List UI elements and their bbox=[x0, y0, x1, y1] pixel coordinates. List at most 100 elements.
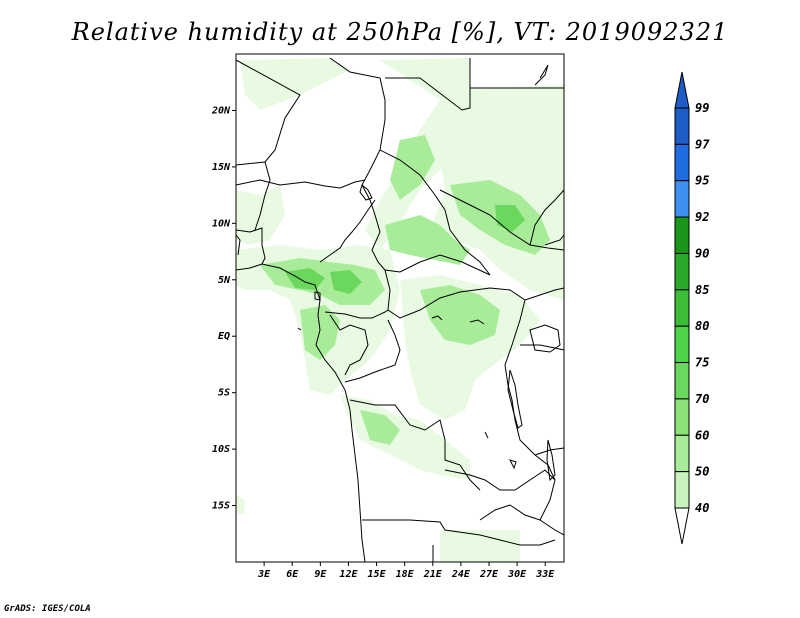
border-burkina bbox=[254, 161, 271, 231]
border-chad-sudan bbox=[379, 149, 491, 276]
border-west-coast bbox=[236, 227, 266, 265]
colorbar-label: 97 bbox=[695, 137, 710, 151]
longitude-axis: 3E 6E 9E 12E 15E 18E 21E 24E 27E 30E 33E bbox=[257, 562, 555, 580]
lat-tick-label: 5S bbox=[218, 388, 230, 399]
humidity-core-sahel bbox=[390, 135, 435, 200]
humidity-core-angola bbox=[360, 410, 400, 445]
lat-tick-label: 15S bbox=[212, 501, 230, 512]
colorbar-segment bbox=[674, 107, 690, 145]
border-cameroon-congo bbox=[324, 309, 389, 319]
lake-small-1 bbox=[431, 315, 443, 321]
colorbar-segment bbox=[674, 325, 690, 364]
map-title: Relative humidity at 250hPa [%], VT: 201… bbox=[71, 18, 729, 46]
latitude-axis: 20N 15N 10N 5N EQ 5S 10S 15S bbox=[211, 105, 236, 512]
border-nigeria-cameroon bbox=[319, 199, 376, 263]
humidity-field bbox=[236, 58, 564, 562]
colorbar-label: 90 bbox=[695, 246, 709, 260]
border-angola-namibia bbox=[362, 519, 481, 536]
colorbar-segment bbox=[674, 471, 690, 509]
colorbar-label: 99 bbox=[695, 101, 709, 115]
humidity-region-south bbox=[440, 530, 520, 562]
humidity-core-car bbox=[385, 215, 470, 265]
colorbar-label: 75 bbox=[695, 356, 709, 370]
border-congo-drc bbox=[344, 319, 401, 383]
border-niger-algeria bbox=[236, 59, 301, 166]
lon-tick-label: 3E bbox=[257, 569, 271, 580]
colorbar-min-arrow bbox=[674, 507, 690, 545]
border-zambia bbox=[444, 469, 556, 521]
humidity-core-gabon bbox=[300, 305, 340, 360]
lake-malawi bbox=[546, 439, 556, 482]
colorbar-segment bbox=[674, 180, 690, 218]
border-car-drc bbox=[384, 269, 526, 319]
border-drc-east bbox=[504, 299, 556, 481]
lake-small-2 bbox=[469, 319, 485, 325]
lake-victoria bbox=[529, 324, 561, 353]
lon-tick-label: 21E bbox=[423, 569, 443, 580]
colorbar: 99 97 95 92 90 85 80 75 70 60 50 40 bbox=[674, 71, 710, 545]
colorbar-label: 92 bbox=[695, 210, 709, 224]
colorbar-label: 85 bbox=[695, 283, 709, 297]
colorbar-segment bbox=[674, 289, 690, 327]
border-mozambique bbox=[539, 519, 564, 536]
colorbar-segment bbox=[674, 143, 690, 182]
colorbar-label: 80 bbox=[695, 319, 709, 333]
colorbar-label: 60 bbox=[695, 428, 709, 442]
red-sea-coast bbox=[534, 64, 549, 86]
border-ethiopia bbox=[529, 189, 564, 246]
lon-tick-label: 27E bbox=[479, 569, 499, 580]
lon-tick-label: 12E bbox=[339, 569, 358, 580]
colorbar-label: 70 bbox=[695, 392, 709, 406]
island-bioko bbox=[314, 291, 321, 301]
border-tanzania-south bbox=[534, 447, 564, 456]
coastline-west-africa bbox=[236, 263, 366, 562]
colorbar-segment bbox=[674, 434, 690, 473]
lon-tick-label: 6E bbox=[286, 569, 299, 580]
lat-tick-label: EQ bbox=[218, 331, 230, 342]
humidity-peak-car bbox=[330, 270, 362, 294]
humidity-core-cameroon bbox=[260, 258, 385, 305]
lake-chad bbox=[359, 184, 373, 201]
colorbar-max-arrow bbox=[674, 71, 690, 109]
lat-tick-label: 15N bbox=[212, 162, 231, 173]
colorbar-label: 50 bbox=[695, 465, 709, 479]
colorbar-segment bbox=[674, 398, 690, 436]
border-tanzania bbox=[520, 344, 564, 351]
lon-tick-label: 15E bbox=[368, 569, 387, 580]
border-sudan-ss bbox=[439, 189, 564, 251]
border-niger-nigeria bbox=[236, 179, 366, 189]
lon-tick-label: 30E bbox=[507, 569, 527, 580]
colorbar-segment bbox=[674, 362, 690, 400]
lat-tick-label: 10N bbox=[212, 218, 231, 229]
colorbar-label: 40 bbox=[695, 501, 709, 515]
colorbar-label: 95 bbox=[695, 174, 709, 188]
island-sao-tome bbox=[297, 327, 302, 331]
humidity-core-drc bbox=[420, 285, 500, 345]
humidity-region-north bbox=[240, 58, 350, 110]
lake-small-3 bbox=[509, 459, 517, 470]
lake-small-4 bbox=[484, 431, 489, 439]
colorbar-segment bbox=[674, 252, 690, 291]
lon-tick-label: 33E bbox=[535, 569, 555, 580]
border-gabon-congo bbox=[329, 314, 369, 376]
lat-tick-label: 10S bbox=[212, 444, 230, 455]
border-drc-angola bbox=[349, 399, 481, 491]
country-borders bbox=[236, 57, 564, 562]
lat-tick-label: 5N bbox=[218, 275, 231, 286]
lat-tick-label: 20N bbox=[211, 105, 231, 116]
humidity-region-coast bbox=[236, 495, 245, 515]
map-frame bbox=[235, 53, 565, 563]
border-egypt-sudan bbox=[385, 58, 471, 111]
lon-tick-label: 9E bbox=[314, 569, 327, 580]
lake-tanganyika bbox=[507, 369, 523, 429]
grads-credit: GrADS: IGES/COLA bbox=[4, 604, 91, 614]
colorbar-segment bbox=[674, 216, 690, 254]
border-east bbox=[544, 234, 564, 246]
lon-tick-label: 24E bbox=[451, 569, 471, 580]
border-zimbabwe bbox=[479, 534, 556, 546]
border-kenya-uganda bbox=[524, 287, 564, 301]
lake-volta bbox=[236, 234, 241, 256]
lon-tick-label: 18E bbox=[396, 569, 415, 580]
border-libya-chad bbox=[329, 57, 386, 186]
